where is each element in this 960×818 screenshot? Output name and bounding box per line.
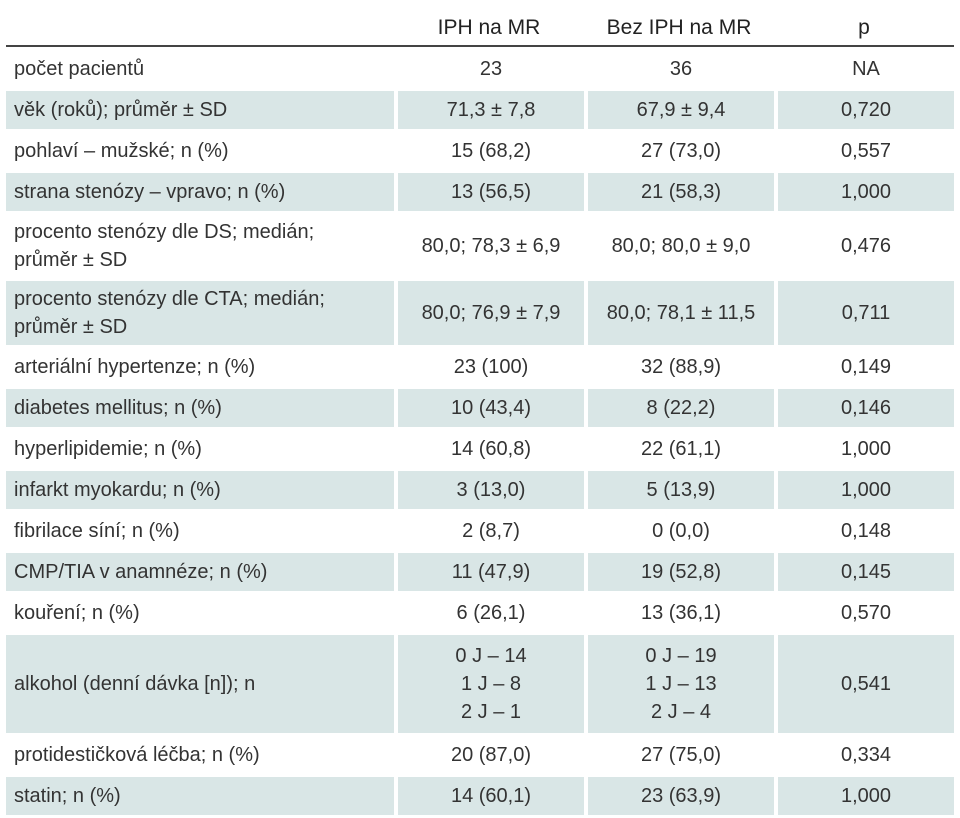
cell-no-iph: 0 (0,0)	[584, 512, 774, 550]
cell-label: CMP/TIA v anamnéze; n (%)	[6, 553, 394, 591]
cell-p: 0,476	[774, 214, 954, 278]
cell-iph: 14 (60,8)	[394, 430, 584, 468]
cell-no-iph: 80,0; 80,0 ± 9,0	[584, 214, 774, 278]
cell-iph: 23 (100)	[394, 348, 584, 386]
cell-iph: 15 (68,2)	[394, 132, 584, 170]
table-header: IPH na MR Bez IPH na MR p	[6, 7, 954, 47]
cell-label: kouření; n (%)	[6, 594, 394, 632]
cell-iph: 13 (56,5)	[394, 173, 584, 211]
cell-no-iph: 21 (58,3)	[584, 173, 774, 211]
cell-label: fibrilace síní; n (%)	[6, 512, 394, 550]
table-row: procento stenózy dle DS; medián; průměr …	[6, 214, 954, 278]
cell-p: 0,711	[774, 281, 954, 345]
cell-iph: 80,0; 76,9 ± 7,9	[394, 281, 584, 345]
cell-iph: 80,0; 78,3 ± 6,9	[394, 214, 584, 278]
cell-no-iph: 23 (63,9)	[584, 777, 774, 815]
cell-iph: 6 (26,1)	[394, 594, 584, 632]
cell-no-iph: 0 J – 19 1 J – 13 2 J – 4	[584, 635, 774, 733]
cell-p: 0,720	[774, 91, 954, 129]
cell-iph: 3 (13,0)	[394, 471, 584, 509]
header-cell-label	[6, 7, 394, 47]
cell-p: 1,000	[774, 471, 954, 509]
table-row: strana stenózy – vpravo; n (%) 13 (56,5) 2…	[6, 173, 954, 211]
patient-characteristics-table: IPH na MR Bez IPH na MR p počet pacientů…	[6, 4, 954, 818]
table-row: arteriální hypertenze; n (%) 23 (100) 32 (…	[6, 348, 954, 386]
header-cell-p: p	[774, 7, 954, 47]
cell-p: 0,570	[774, 594, 954, 632]
table-row: infarkt myokardu; n (%) 3 (13,0) 5 (13,9) 1…	[6, 471, 954, 509]
cell-no-iph: 27 (75,0)	[584, 736, 774, 774]
cell-no-iph: 80,0; 78,1 ± 11,5	[584, 281, 774, 345]
cell-p: 0,149	[774, 348, 954, 386]
cell-iph: 14 (60,1)	[394, 777, 584, 815]
table-row: diabetes mellitus; n (%) 10 (43,4) 8 (22,2…	[6, 389, 954, 427]
cell-p: 1,000	[774, 777, 954, 815]
cell-iph: 0 J – 14 1 J – 8 2 J – 1	[394, 635, 584, 733]
data-table-container: IPH na MR Bez IPH na MR p počet pacientů…	[6, 16, 954, 815]
cell-no-iph: 22 (61,1)	[584, 430, 774, 468]
cell-label: alkohol (denní dávka [n]); n	[6, 635, 394, 733]
cell-label: statin; n (%)	[6, 777, 394, 815]
table-row: počet pacientů 23 36 NA	[6, 50, 954, 88]
cell-iph: 10 (43,4)	[394, 389, 584, 427]
cell-p: 0,145	[774, 553, 954, 591]
table-row: hyperlipidemie; n (%) 14 (60,8) 22 (61,1) 1…	[6, 430, 954, 468]
cell-p: 0,334	[774, 736, 954, 774]
header-row: IPH na MR Bez IPH na MR p	[6, 7, 954, 47]
cell-p: 0,148	[774, 512, 954, 550]
cell-p: 1,000	[774, 173, 954, 211]
table-row: věk (roků); průměr ± SD 71,3 ± 7,8 67,9 ± …	[6, 91, 954, 129]
header-cell-no-iph: Bez IPH na MR	[584, 7, 774, 47]
cell-p: 1,000	[774, 430, 954, 468]
cell-no-iph: 13 (36,1)	[584, 594, 774, 632]
cell-label: infarkt myokardu; n (%)	[6, 471, 394, 509]
cell-no-iph: 8 (22,2)	[584, 389, 774, 427]
cell-p: 0,557	[774, 132, 954, 170]
cell-no-iph: 32 (88,9)	[584, 348, 774, 386]
cell-label: počet pacientů	[6, 50, 394, 88]
cell-iph: 2 (8,7)	[394, 512, 584, 550]
cell-no-iph: 19 (52,8)	[584, 553, 774, 591]
cell-no-iph: 67,9 ± 9,4	[584, 91, 774, 129]
table-row: protidestičková léčba; n (%) 20 (87,0) 27 …	[6, 736, 954, 774]
cell-label: věk (roků); průměr ± SD	[6, 91, 394, 129]
cell-iph: 71,3 ± 7,8	[394, 91, 584, 129]
table-body: počet pacientů 23 36 NA věk (roků); průměr ±…	[6, 50, 954, 815]
cell-iph: 23	[394, 50, 584, 88]
cell-p: NA	[774, 50, 954, 88]
cell-p: 0,541	[774, 635, 954, 733]
table-row: statin; n (%) 14 (60,1) 23 (63,9) 1,000	[6, 777, 954, 815]
cell-no-iph: 5 (13,9)	[584, 471, 774, 509]
cell-no-iph: 36	[584, 50, 774, 88]
cell-label: protidestičková léčba; n (%)	[6, 736, 394, 774]
table-row: procento stenózy dle CTA; medián; průměr…	[6, 281, 954, 345]
cell-label: diabetes mellitus; n (%)	[6, 389, 394, 427]
cell-no-iph: 27 (73,0)	[584, 132, 774, 170]
table-row: CMP/TIA v anamnéze; n (%) 11 (47,9) 19 (52…	[6, 553, 954, 591]
cell-label: procento stenózy dle DS; medián; průměr …	[6, 214, 394, 278]
table-row: fibrilace síní; n (%) 2 (8,7) 0 (0,0) 0,148	[6, 512, 954, 550]
cell-label: pohlaví – mužské; n (%)	[6, 132, 394, 170]
cell-label: procento stenózy dle CTA; medián; průměr…	[6, 281, 394, 345]
cell-label: arteriální hypertenze; n (%)	[6, 348, 394, 386]
cell-p: 0,146	[774, 389, 954, 427]
header-cell-iph: IPH na MR	[394, 7, 584, 47]
cell-label: hyperlipidemie; n (%)	[6, 430, 394, 468]
cell-label: strana stenózy – vpravo; n (%)	[6, 173, 394, 211]
table-row: kouření; n (%) 6 (26,1) 13 (36,1) 0,570	[6, 594, 954, 632]
table-row: pohlaví – mužské; n (%) 15 (68,2) 27 (73,0…	[6, 132, 954, 170]
cell-iph: 20 (87,0)	[394, 736, 584, 774]
cell-iph: 11 (47,9)	[394, 553, 584, 591]
